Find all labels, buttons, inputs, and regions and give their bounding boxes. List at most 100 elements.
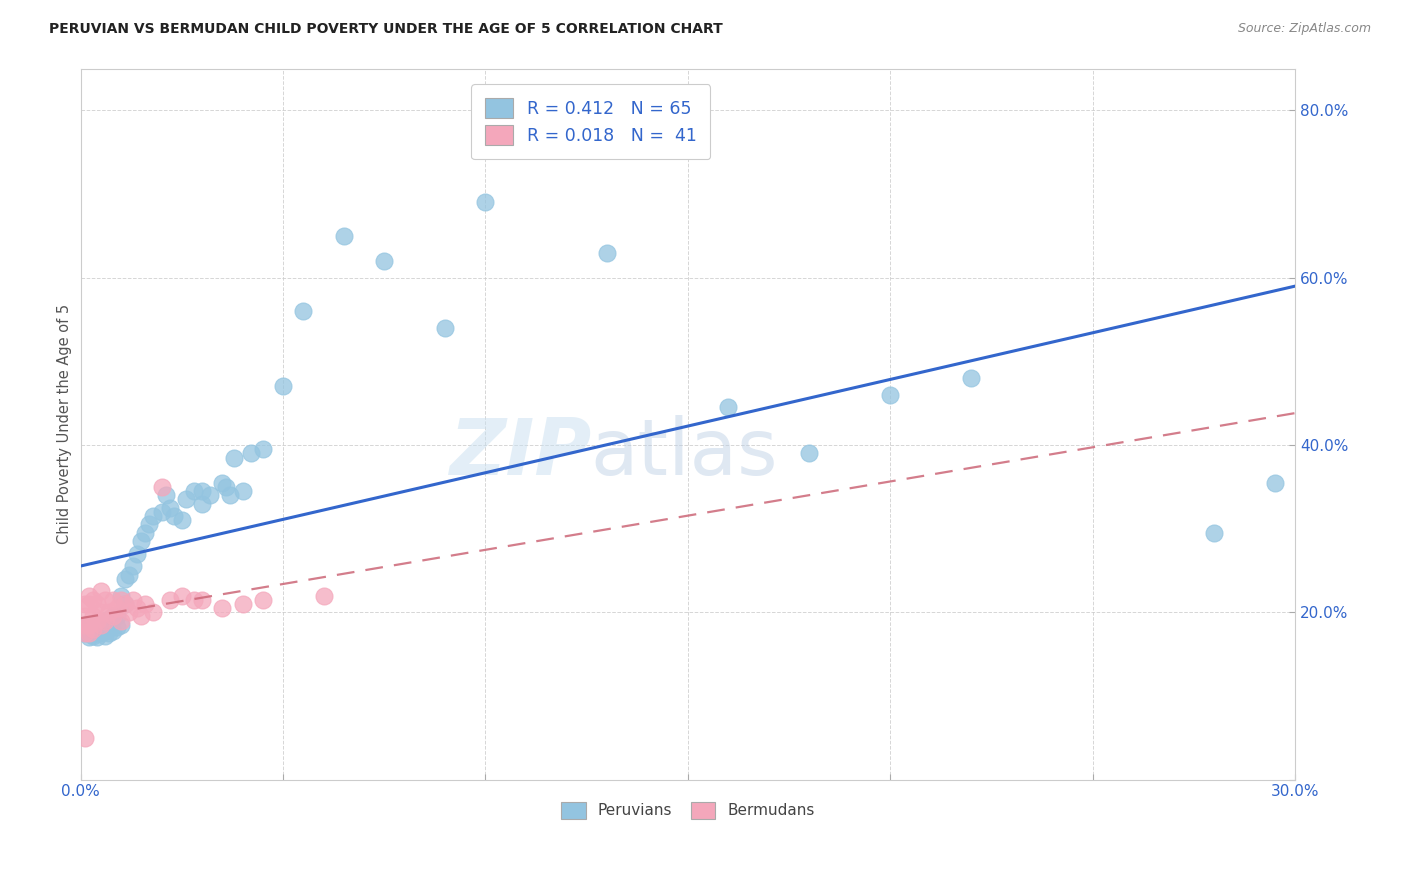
Point — [159, 500, 181, 515]
Point — [373, 254, 395, 268]
Text: ZIP: ZIP — [449, 415, 591, 491]
Point — [191, 592, 214, 607]
Y-axis label: Child Poverty Under the Age of 5: Child Poverty Under the Age of 5 — [58, 304, 72, 544]
Point — [114, 572, 136, 586]
Point — [129, 534, 152, 549]
Point — [211, 475, 233, 490]
Point — [86, 626, 108, 640]
Point — [82, 629, 104, 643]
Point — [127, 601, 149, 615]
Point — [170, 513, 193, 527]
Point — [90, 626, 112, 640]
Point — [174, 492, 197, 507]
Point — [86, 620, 108, 634]
Point — [1264, 475, 1286, 490]
Point — [90, 622, 112, 636]
Point — [90, 605, 112, 619]
Point — [159, 592, 181, 607]
Point — [150, 505, 173, 519]
Point — [474, 195, 496, 210]
Point — [114, 597, 136, 611]
Point — [82, 624, 104, 638]
Point — [110, 614, 132, 628]
Point — [271, 379, 294, 393]
Point — [332, 228, 354, 243]
Point — [110, 617, 132, 632]
Point — [90, 617, 112, 632]
Point — [86, 614, 108, 628]
Point — [198, 488, 221, 502]
Point — [163, 509, 186, 524]
Point — [105, 601, 128, 615]
Point — [77, 626, 100, 640]
Point — [215, 480, 238, 494]
Point — [110, 589, 132, 603]
Point — [101, 609, 124, 624]
Point — [82, 609, 104, 624]
Legend: Peruvians, Bermudans: Peruvians, Bermudans — [555, 796, 821, 825]
Point — [138, 517, 160, 532]
Point — [170, 589, 193, 603]
Point — [799, 446, 821, 460]
Point — [82, 592, 104, 607]
Point — [134, 525, 156, 540]
Point — [879, 388, 901, 402]
Point — [77, 589, 100, 603]
Point — [252, 442, 274, 457]
Point — [252, 592, 274, 607]
Point — [77, 622, 100, 636]
Point — [86, 597, 108, 611]
Point — [118, 605, 141, 619]
Point — [73, 626, 96, 640]
Text: atlas: atlas — [591, 415, 779, 491]
Point — [94, 614, 117, 628]
Point — [94, 624, 117, 638]
Point — [90, 584, 112, 599]
Point — [211, 601, 233, 615]
Point — [433, 321, 456, 335]
Point — [73, 609, 96, 624]
Point — [73, 617, 96, 632]
Point — [101, 609, 124, 624]
Point — [82, 622, 104, 636]
Point — [97, 620, 120, 634]
Point — [73, 597, 96, 611]
Point — [960, 371, 983, 385]
Point — [77, 626, 100, 640]
Text: PERUVIAN VS BERMUDAN CHILD POVERTY UNDER THE AGE OF 5 CORRELATION CHART: PERUVIAN VS BERMUDAN CHILD POVERTY UNDER… — [49, 22, 723, 37]
Point — [1204, 525, 1226, 540]
Point — [231, 483, 253, 498]
Point — [142, 509, 165, 524]
Point — [94, 615, 117, 630]
Point — [224, 450, 246, 465]
Point — [191, 497, 214, 511]
Point — [596, 245, 619, 260]
Point — [239, 446, 262, 460]
Text: Source: ZipAtlas.com: Source: ZipAtlas.com — [1237, 22, 1371, 36]
Point — [150, 480, 173, 494]
Point — [183, 592, 205, 607]
Point — [97, 612, 120, 626]
Point — [231, 597, 253, 611]
Point — [717, 401, 740, 415]
Point — [129, 609, 152, 624]
Point — [142, 605, 165, 619]
Point — [114, 597, 136, 611]
Point — [97, 626, 120, 640]
Point — [77, 597, 100, 611]
Point — [94, 592, 117, 607]
Point — [97, 605, 120, 619]
Point — [86, 631, 108, 645]
Point — [105, 620, 128, 634]
Point — [90, 617, 112, 632]
Point — [73, 626, 96, 640]
Point — [94, 629, 117, 643]
Point — [118, 567, 141, 582]
Point — [155, 488, 177, 502]
Point — [73, 731, 96, 745]
Point — [110, 592, 132, 607]
Point — [82, 617, 104, 632]
Point — [183, 483, 205, 498]
Point — [101, 592, 124, 607]
Point — [77, 631, 100, 645]
